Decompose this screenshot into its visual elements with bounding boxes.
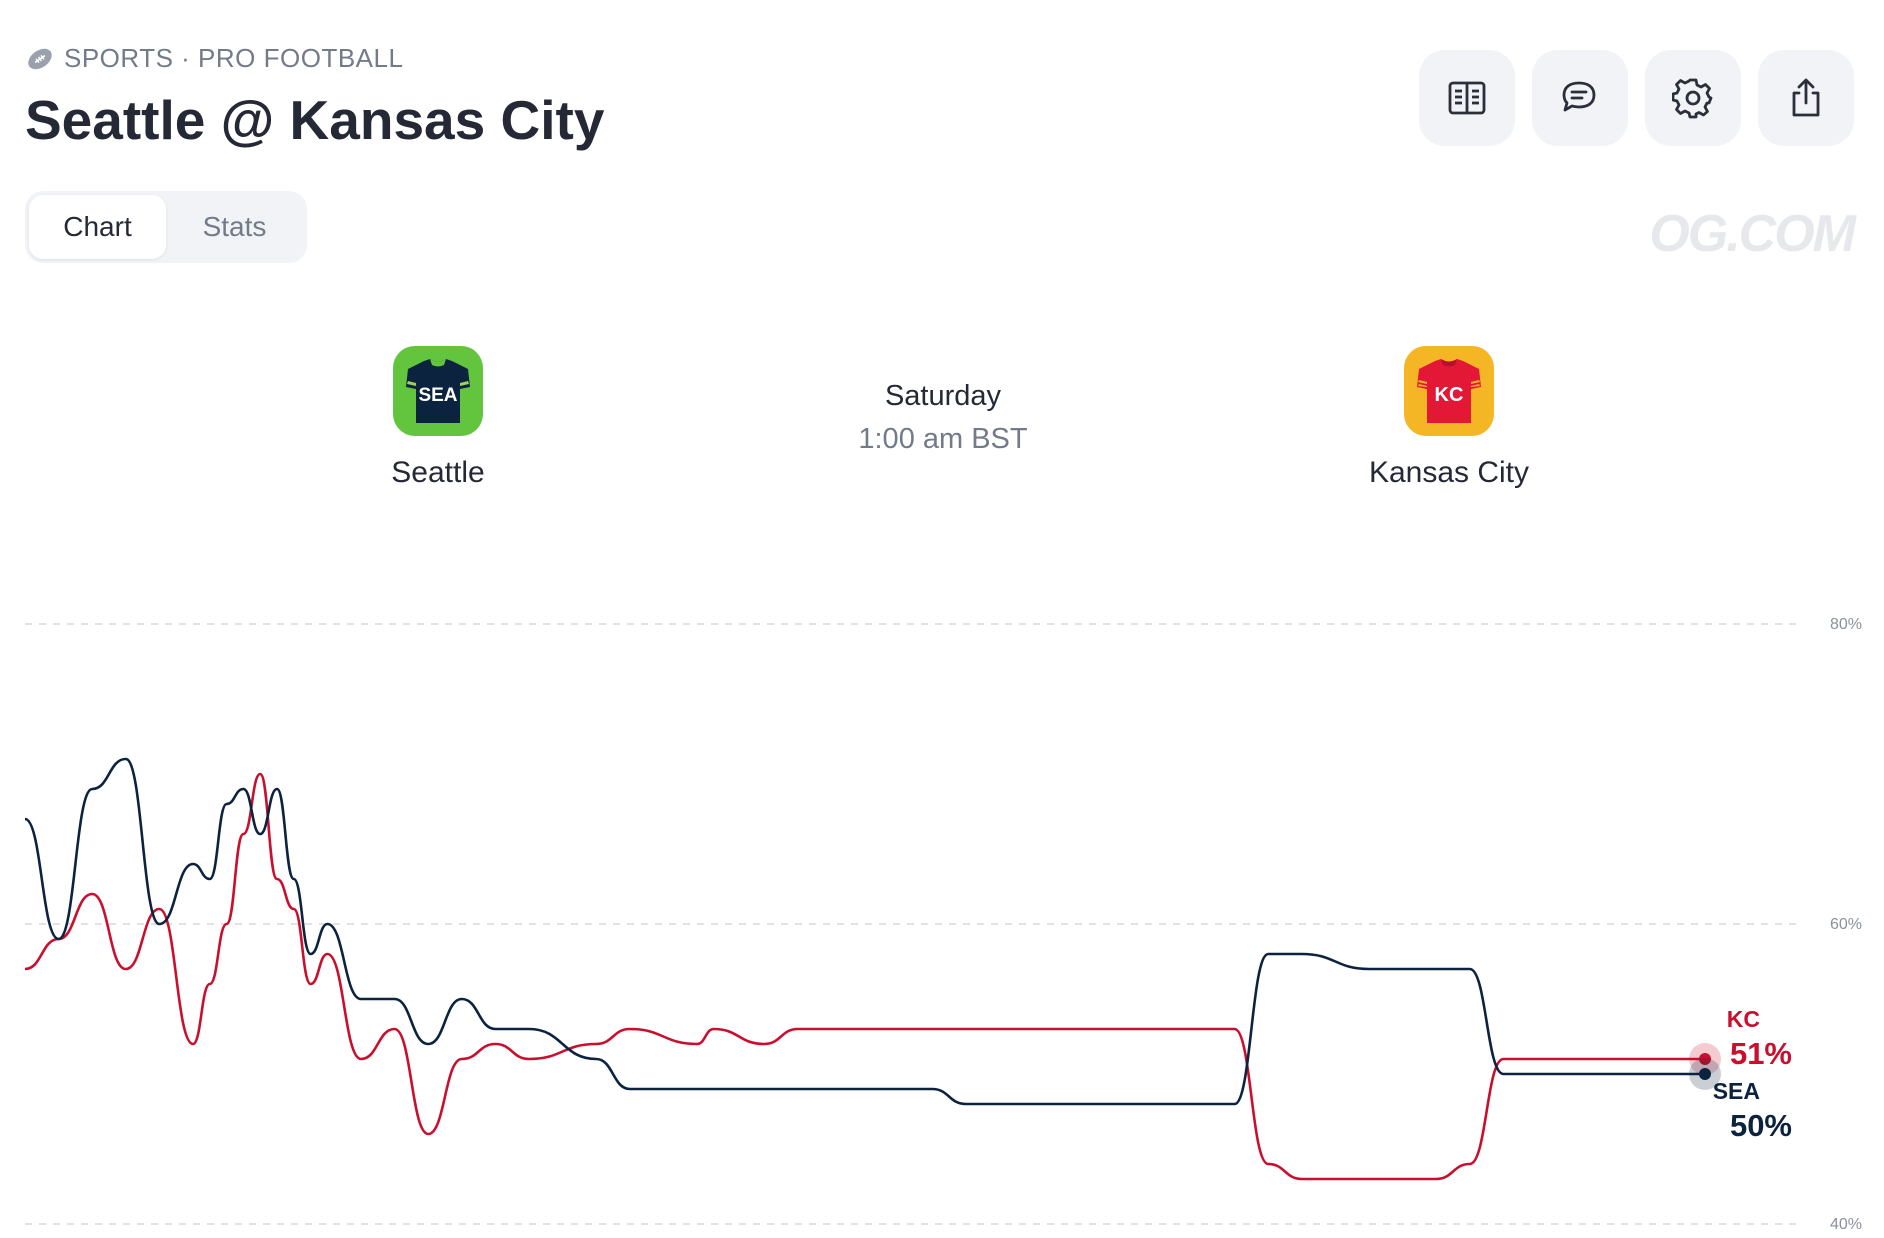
share-button[interactable] [1758,50,1854,146]
tab-stats[interactable]: Stats [202,211,267,242]
away-team[interactable]: SEA Seattle [288,346,588,490]
y-tick-label: 80% [1830,616,1862,633]
away-team-name: Seattle [391,456,485,489]
seattle-jersey-icon: SEA [393,346,483,436]
chart-svg: 80% 60% 40% [24,616,1862,1233]
game-day: Saturday [884,380,1002,412]
kc-end-label: KC [1726,1006,1760,1032]
sea-end-label: SEA [1712,1078,1760,1104]
end-point-kc [1699,1053,1711,1065]
kickoff-time: 1:00 am BST [858,423,1028,455]
share-icon [1792,78,1820,117]
tab-chart[interactable]: Chart [29,195,166,259]
page-title: Seattle @ Kansas City [25,89,605,151]
series-line-kc [24,772,1705,1181]
y-tick-label: 60% [1830,916,1862,933]
chat-icon [1562,81,1596,112]
football-icon [28,48,52,69]
y-tick-label: 40% [1830,1216,1862,1233]
jersey-text-sea: SEA [418,385,457,406]
win-probability-chart: 80% 60% 40% [0,600,1884,1238]
game-time: Saturday 1:00 am BST [793,380,1093,456]
toolbar [1419,50,1854,146]
category-text: SPORTS · PRO FOOTBALL [64,43,404,73]
gear-icon [1672,78,1713,119]
jersey-text-kc: KC [1435,384,1464,406]
kansas-city-jersey-icon: KC [1404,346,1494,436]
scoreboard-button[interactable] [1419,50,1515,146]
kc-end-value: 51% [1729,1036,1792,1071]
view-tabs: Chart Stats [25,191,307,263]
home-team[interactable]: KC Kansas City [1299,346,1599,490]
series-line-sea [24,757,1705,1106]
category-label: SPORTS · PRO FOOTBALL [26,43,403,74]
home-team-name: Kansas City [1368,456,1530,489]
end-point-sea [1699,1068,1711,1080]
book-icon [1448,81,1486,115]
settings-button[interactable] [1645,50,1741,146]
site-watermark: OG.COM [1649,205,1856,263]
comments-button[interactable] [1532,50,1628,146]
sea-end-value: 50% [1729,1108,1792,1143]
